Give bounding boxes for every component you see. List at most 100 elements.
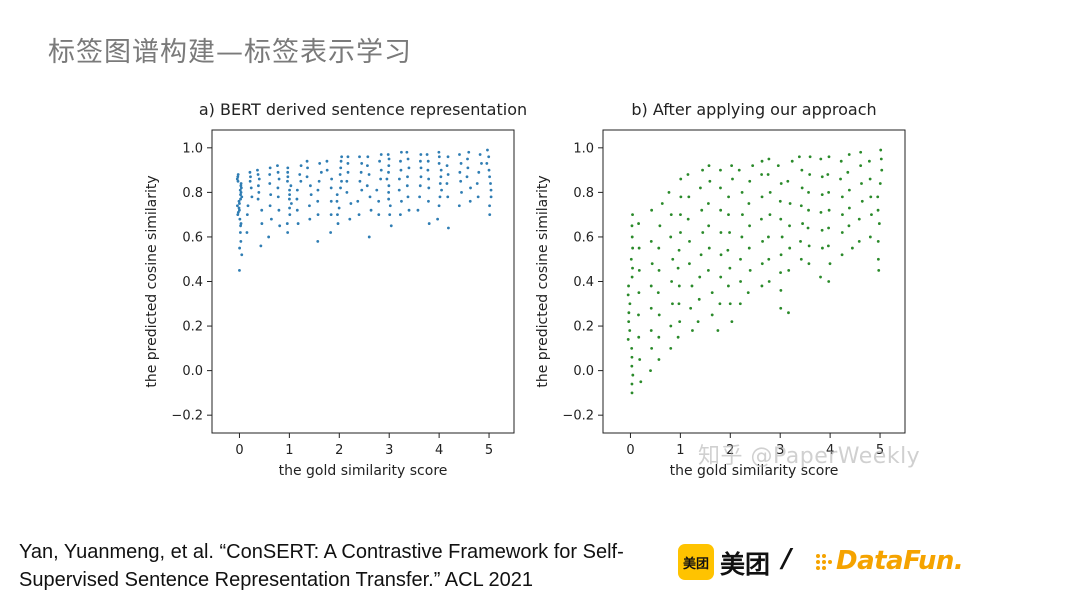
data-point xyxy=(309,193,313,197)
data-point xyxy=(650,262,654,266)
data-point xyxy=(790,159,794,163)
data-point xyxy=(237,208,241,212)
data-point xyxy=(677,302,681,306)
data-point xyxy=(740,235,744,239)
data-point xyxy=(286,166,290,170)
data-point xyxy=(239,197,242,201)
data-point xyxy=(236,173,240,176)
data-point xyxy=(466,157,469,161)
data-point xyxy=(788,224,791,228)
data-point xyxy=(427,177,431,181)
data-point xyxy=(238,268,241,272)
data-point xyxy=(827,190,831,194)
data-point xyxy=(427,199,430,203)
data-point xyxy=(329,186,333,190)
x-tick-label: 1 xyxy=(676,443,684,458)
data-point xyxy=(487,168,491,172)
data-point xyxy=(699,186,702,190)
y-tick-label: 0.2 xyxy=(182,320,203,335)
data-point xyxy=(760,262,764,266)
data-point xyxy=(726,248,730,252)
data-point xyxy=(339,186,342,190)
x-tick-label: 3 xyxy=(385,443,393,458)
data-point xyxy=(767,235,770,239)
data-point xyxy=(691,329,694,332)
data-point xyxy=(631,266,634,270)
y-axis-label: the predicted cosine similarity xyxy=(144,175,160,387)
data-point xyxy=(876,195,880,199)
data-point xyxy=(268,204,272,208)
data-point xyxy=(466,166,470,170)
data-point xyxy=(440,188,443,192)
data-point xyxy=(427,186,431,190)
data-point xyxy=(329,199,333,203)
data-point xyxy=(716,329,720,332)
data-point xyxy=(437,162,441,165)
data-point xyxy=(696,320,700,324)
scatter-chart-after-approach: b) After applying our approach 0 1 2 3 4 5 −0.2… xyxy=(535,100,906,479)
data-point xyxy=(359,170,363,174)
citation-line-2: Supervised Sentence Representation Trans… xyxy=(19,569,534,591)
data-point xyxy=(319,170,323,174)
data-point xyxy=(710,291,714,295)
data-point xyxy=(776,164,780,168)
data-point xyxy=(437,155,441,159)
data-point xyxy=(366,155,370,159)
data-point xyxy=(295,197,299,201)
data-point xyxy=(820,193,824,197)
data-point xyxy=(489,195,493,199)
data-point xyxy=(240,253,244,257)
data-point xyxy=(316,188,320,192)
data-point xyxy=(299,179,303,183)
data-point xyxy=(335,193,339,197)
data-point xyxy=(399,159,402,163)
data-point xyxy=(286,175,290,179)
data-point xyxy=(740,190,744,194)
data-point xyxy=(819,275,822,279)
data-point xyxy=(378,159,381,163)
data-point xyxy=(316,239,320,243)
data-point xyxy=(860,199,864,203)
data-point xyxy=(340,155,344,159)
data-point xyxy=(238,202,241,205)
data-point xyxy=(847,224,851,228)
data-point xyxy=(751,164,755,168)
y-tick-label: 0.8 xyxy=(182,186,203,201)
data-point xyxy=(387,184,391,188)
data-point xyxy=(475,182,479,185)
data-point xyxy=(488,213,492,217)
data-point xyxy=(239,239,243,243)
data-point xyxy=(657,313,661,317)
data-point xyxy=(631,373,635,377)
datafun-dots-icon xyxy=(816,554,832,570)
data-point xyxy=(345,190,349,194)
data-point xyxy=(819,157,823,161)
data-point xyxy=(820,228,824,232)
data-point xyxy=(487,155,491,159)
data-point xyxy=(239,186,243,190)
y-tick-label: 0.4 xyxy=(182,275,203,290)
data-point xyxy=(689,306,693,310)
data-point xyxy=(286,170,290,174)
data-point xyxy=(458,153,461,156)
data-point xyxy=(630,382,634,386)
data-point xyxy=(268,166,272,170)
data-point xyxy=(760,195,764,199)
data-point xyxy=(747,246,751,250)
data-point xyxy=(857,239,861,243)
data-point xyxy=(268,173,272,176)
data-point xyxy=(305,175,309,179)
data-point xyxy=(708,179,712,183)
data-point xyxy=(248,170,252,174)
data-point xyxy=(679,195,683,199)
data-point xyxy=(365,184,369,188)
y-tick-label: −0.2 xyxy=(171,409,203,424)
data-point xyxy=(418,195,422,199)
data-point xyxy=(446,195,450,199)
data-point xyxy=(727,195,730,199)
data-point xyxy=(669,346,673,350)
data-point xyxy=(256,168,259,172)
x-tick-label: 4 xyxy=(435,443,443,458)
data-point xyxy=(276,170,280,174)
data-point xyxy=(369,208,373,212)
